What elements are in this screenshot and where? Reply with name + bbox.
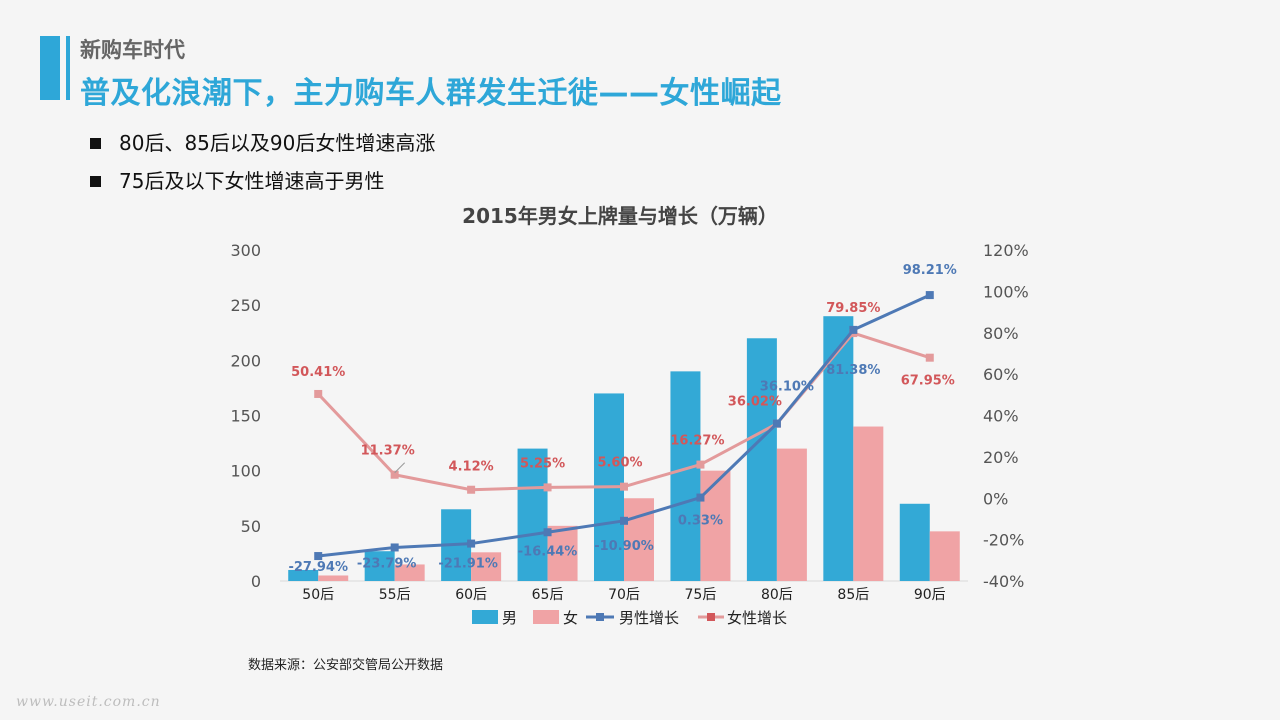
- y-right-tick-label: 40%: [983, 407, 1019, 426]
- male-growth-data-label: -21.91%: [438, 557, 498, 572]
- female-growth-data-label: 50.41%: [291, 365, 345, 380]
- y-right-tick-label: 80%: [983, 324, 1019, 343]
- x-tick-label: 85后: [837, 587, 869, 603]
- bullet-square-icon: [90, 175, 101, 187]
- female-bar: [929, 531, 960, 581]
- y-right-tick-label: 0%: [983, 489, 1008, 508]
- y-left-tick-label: 300: [230, 241, 261, 260]
- legend-label: 女性增长: [727, 609, 787, 627]
- bullet-item: 75后及以下女性增速高于男性: [90, 162, 435, 200]
- female-growth-marker: [620, 482, 628, 491]
- y-left-tick-label: 150: [230, 407, 261, 426]
- female-growth-data-label: 11.37%: [361, 444, 415, 459]
- title-accent-bar: [40, 36, 60, 100]
- data-source-note: 数据来源：公安部交管局公开数据: [248, 658, 444, 673]
- legend-label: 男: [502, 609, 517, 627]
- bullet-item: 80后、85后以及90后女性增速高涨: [90, 124, 435, 162]
- y-left-tick-label: 0: [251, 572, 261, 591]
- bullet-square-icon: [90, 137, 101, 149]
- female-bar: [547, 525, 578, 581]
- male-growth-data-label: -27.94%: [288, 560, 348, 575]
- male-growth-marker: [925, 291, 934, 300]
- x-tick-label: 65后: [532, 587, 564, 603]
- male-growth-marker: [696, 493, 705, 502]
- male-bar: [899, 503, 930, 581]
- page-title: 普及化浪潮下，主力购车人群发生迁徙——女性崛起: [80, 76, 782, 111]
- female-growth-marker: [314, 389, 323, 398]
- male-growth-marker: [314, 552, 323, 561]
- female-bar: [853, 426, 884, 581]
- female-bar: [394, 564, 425, 581]
- male-bar: [517, 448, 548, 581]
- female-bar: [776, 448, 807, 581]
- male-growth-data-label: -23.79%: [357, 556, 417, 571]
- watermark-text: www.useit.com.cn: [16, 694, 161, 710]
- female-growth-data-label: 79.85%: [826, 301, 880, 316]
- male-growth-data-label: -10.90%: [594, 539, 654, 554]
- female-growth-data-label: 4.12%: [449, 460, 494, 475]
- y-right-tick-label: 120%: [983, 241, 1029, 260]
- female-bar: [700, 470, 731, 581]
- y-left-tick-label: 100: [230, 462, 261, 481]
- data-label-leader-line: [394, 462, 406, 474]
- section-kicker: 新购车时代: [80, 38, 185, 62]
- legend-female-swatch: [533, 610, 559, 624]
- x-tick-label: 75后: [685, 587, 717, 603]
- bullet-text: 75后及以下女性增速高于男性: [119, 169, 385, 193]
- male-growth-marker: [772, 419, 781, 428]
- female-bar: [318, 575, 349, 581]
- x-tick-label: 90后: [914, 587, 946, 603]
- female-growth-data-label: 5.25%: [520, 456, 565, 471]
- female-growth-data-label: 5.60%: [597, 456, 642, 471]
- x-tick-label: 60后: [455, 587, 487, 603]
- male-growth-data-label: 36.10%: [760, 380, 814, 395]
- female-growth-marker: [390, 470, 399, 479]
- female-growth-marker: [696, 460, 705, 469]
- y-right-tick-label: 60%: [983, 365, 1019, 384]
- legend-female-growth-marker: [707, 613, 715, 621]
- male-bar: [364, 551, 395, 581]
- female-growth-data-label: 36.02%: [728, 395, 782, 410]
- y-right-tick-label: 20%: [983, 448, 1019, 467]
- male-growth-data-label: -16.44%: [518, 544, 578, 559]
- legend-male-growth-marker: [596, 613, 604, 621]
- male-growth-marker: [849, 325, 858, 334]
- y-right-tick-label: -40%: [983, 572, 1024, 591]
- male-growth-data-label: 81.38%: [826, 363, 880, 378]
- female-growth-data-label: 16.27%: [670, 434, 724, 449]
- y-left-tick-label: 50: [241, 517, 261, 536]
- legend-label: 男性增长: [619, 609, 679, 627]
- y-left-tick-label: 200: [230, 351, 261, 370]
- male-growth-marker: [543, 528, 552, 537]
- x-tick-label: 55后: [379, 587, 411, 603]
- male-growth-marker: [390, 543, 399, 552]
- x-tick-label: 50后: [302, 587, 334, 603]
- male-growth-marker: [467, 539, 476, 548]
- female-bar: [471, 552, 502, 581]
- male-bar: [823, 316, 854, 581]
- male-bar: [746, 338, 777, 581]
- female-growth-data-label: 67.95%: [901, 374, 955, 389]
- male-growth-data-label: 0.33%: [678, 514, 723, 529]
- male-bar: [670, 371, 701, 581]
- legend-male-swatch: [472, 610, 498, 624]
- male-bar: [288, 569, 319, 581]
- y-right-tick-label: 100%: [983, 282, 1029, 301]
- x-tick-label: 80后: [761, 587, 793, 603]
- female-growth-marker: [543, 483, 552, 492]
- male-growth-marker: [620, 516, 628, 525]
- legend-label: 女: [563, 609, 578, 627]
- y-left-tick-label: 250: [230, 296, 261, 315]
- male-growth-data-label: 98.21%: [903, 263, 957, 278]
- female-growth-marker: [467, 485, 476, 494]
- female-growth-marker: [925, 353, 934, 362]
- chart-title: 2015年男女上牌量与增长（万辆）: [462, 204, 778, 228]
- title-accent-line: [66, 36, 70, 100]
- x-tick-label: 70后: [608, 587, 640, 603]
- bullet-text: 80后、85后以及90后女性增速高涨: [119, 131, 436, 155]
- y-right-tick-label: -20%: [983, 531, 1024, 550]
- bullet-list: 80后、85后以及90后女性增速高涨 75后及以下女性增速高于男性: [90, 124, 435, 200]
